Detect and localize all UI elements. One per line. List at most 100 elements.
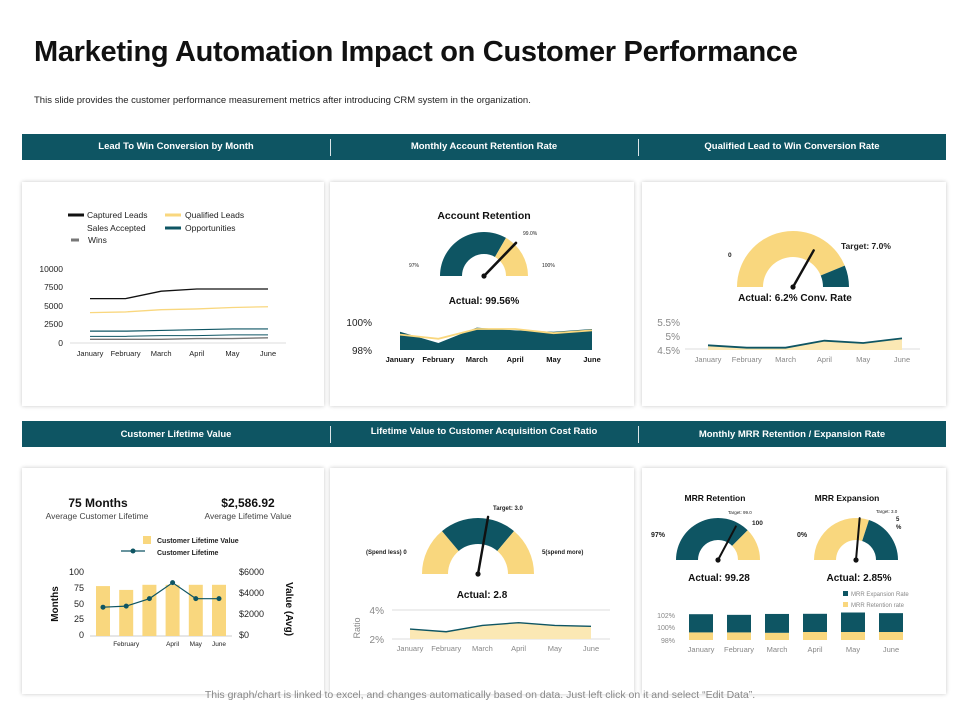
gauge-band-above-target xyxy=(820,265,849,287)
y-tick-label: 2500 xyxy=(44,319,63,329)
gauge-band-remaining xyxy=(495,237,528,276)
gauge-max-label: % xyxy=(896,525,902,531)
kpi-value-lifetime: 75 Months xyxy=(68,496,128,510)
gauge-band-high xyxy=(497,531,534,574)
series-line-opportunities xyxy=(90,328,268,332)
x-tick-label: June xyxy=(583,355,601,364)
mrr-monthly-chart xyxy=(689,612,903,640)
band-divider xyxy=(330,426,331,443)
line-marker xyxy=(193,596,199,602)
section-header-qualified-lead: Qualified Lead to Win Conversion Rate xyxy=(704,141,880,152)
y-tick-label: 50 xyxy=(74,599,84,609)
gauge-min-label: 0% xyxy=(797,532,808,539)
gauge-max-label: 100 xyxy=(752,520,763,527)
series-line-wins xyxy=(90,337,269,340)
x-tick-label: March xyxy=(472,644,493,653)
y-tick-label: 100% xyxy=(657,625,675,632)
x-tick-label: May xyxy=(548,644,562,653)
series-line xyxy=(409,621,592,633)
gauge-band-below-target xyxy=(737,231,845,287)
gauge-needle xyxy=(482,241,518,278)
section-header-mrr: Monthly MRR Retention / Expansion Rate xyxy=(698,429,886,440)
x-tick-label: June xyxy=(894,355,910,364)
bar-expansion xyxy=(841,612,865,632)
gauge-min-label: 97% xyxy=(651,532,666,539)
x-tick-label: May xyxy=(856,355,870,364)
x-tick-label: February xyxy=(732,355,762,364)
panel-qualified-lead xyxy=(642,182,946,406)
gauge-band-low xyxy=(422,531,459,574)
y-tick-label: 75 xyxy=(74,583,84,593)
x-tick-label: April xyxy=(511,644,526,653)
gauge-needle-hub xyxy=(475,571,481,577)
x-tick-label: January xyxy=(695,355,722,364)
clv-combo-chart xyxy=(96,580,226,636)
line-marker xyxy=(170,580,176,586)
bar xyxy=(165,584,180,636)
x-tick-label: May xyxy=(546,355,561,364)
line-marker xyxy=(146,596,152,602)
bar xyxy=(142,584,157,636)
x-tick-label: April xyxy=(166,641,180,648)
qualified-lead-monthly-chart xyxy=(707,337,903,350)
line-target xyxy=(399,328,593,340)
legend-marker xyxy=(130,548,136,554)
series-line-captured-leads xyxy=(90,288,268,300)
x-tick-label: March xyxy=(775,355,796,364)
section-header-ltv-cac: Lifetime Value to Customer Acquisition C… xyxy=(370,426,598,437)
legend-label-expansion: MRR Expansion Rate xyxy=(851,592,909,598)
header-band-bottom: Customer Lifetime Value Lifetime Value t… xyxy=(22,421,946,447)
y-tick-label: 5% xyxy=(666,332,681,343)
bar-expansion xyxy=(765,613,789,633)
section-header-customer-lifetime-value: Customer Lifetime Value xyxy=(120,429,232,440)
x-tick-label: January xyxy=(386,355,416,364)
bar xyxy=(96,586,110,636)
series-line-sales-accepted xyxy=(90,334,268,337)
area-fill xyxy=(410,622,591,639)
legend-label-captured: Captured Leads xyxy=(87,210,148,220)
y-tick-label: 0 xyxy=(79,630,84,640)
account-retention-title: Account Retention xyxy=(437,210,530,222)
gauge-needle-hub xyxy=(481,273,487,279)
gauge-actual-label: Actual: 6.2% Conv. Rate xyxy=(738,293,852,304)
gauge-target-label: 99.0% xyxy=(523,231,538,237)
legend-label-customer-lifetime: Customer Lifetime xyxy=(157,550,219,557)
y-tick-label: 100 xyxy=(69,567,84,577)
lead-to-win-y-axis: 10000 7500 5000 2500 0 xyxy=(39,264,63,348)
band-divider xyxy=(638,426,639,443)
x-tick-label: March xyxy=(466,355,489,364)
x-tick-label: March xyxy=(151,349,172,358)
qualified-lead-x-labels: January February March April May June xyxy=(695,355,910,364)
bar-expansion xyxy=(727,614,751,633)
gauge-target-label: Target: 99.0 xyxy=(728,510,752,515)
panel-lead-to-win xyxy=(22,182,324,406)
header-band-top: Lead To Win Conversion by Month Monthly … xyxy=(22,134,946,160)
qualified-lead-gauge xyxy=(737,231,849,290)
gauge-needle xyxy=(855,517,861,561)
panel-ltv-cac xyxy=(330,468,634,694)
x-tick-label: June xyxy=(260,349,276,358)
band-divider xyxy=(330,139,331,156)
area-actual xyxy=(400,327,592,350)
y-tick-label: 98% xyxy=(352,346,372,357)
band-divider xyxy=(638,139,639,156)
x-tick-label: June xyxy=(883,645,899,654)
y-tick-label: 25 xyxy=(74,614,84,624)
lead-to-win-legend: Captured Leads Qualified Leads Sales Acc… xyxy=(68,210,244,245)
gauge-min-label: (Spend less) 0 xyxy=(366,550,407,556)
x-tick-label: January xyxy=(397,644,424,653)
gauge-needle xyxy=(717,525,737,561)
y-tick-label: 98% xyxy=(661,638,675,645)
mrr-retention-title: MRR Retention xyxy=(685,493,746,503)
x-tick-label: January xyxy=(77,349,104,358)
x-tick-label: June xyxy=(212,641,226,648)
y-axis-title-left: Months xyxy=(50,586,61,622)
ltv-cac-gauge xyxy=(422,515,534,577)
y-tick-label: 100% xyxy=(346,318,372,329)
y-axis-title-right: Value (Avg) xyxy=(283,582,294,636)
account-retention-monthly-chart xyxy=(399,327,593,350)
gauge-max-label: 5(spend more) xyxy=(542,550,583,556)
x-tick-label: February xyxy=(431,644,461,653)
section-header-account-retention: Monthly Account Retention Rate xyxy=(410,141,558,152)
